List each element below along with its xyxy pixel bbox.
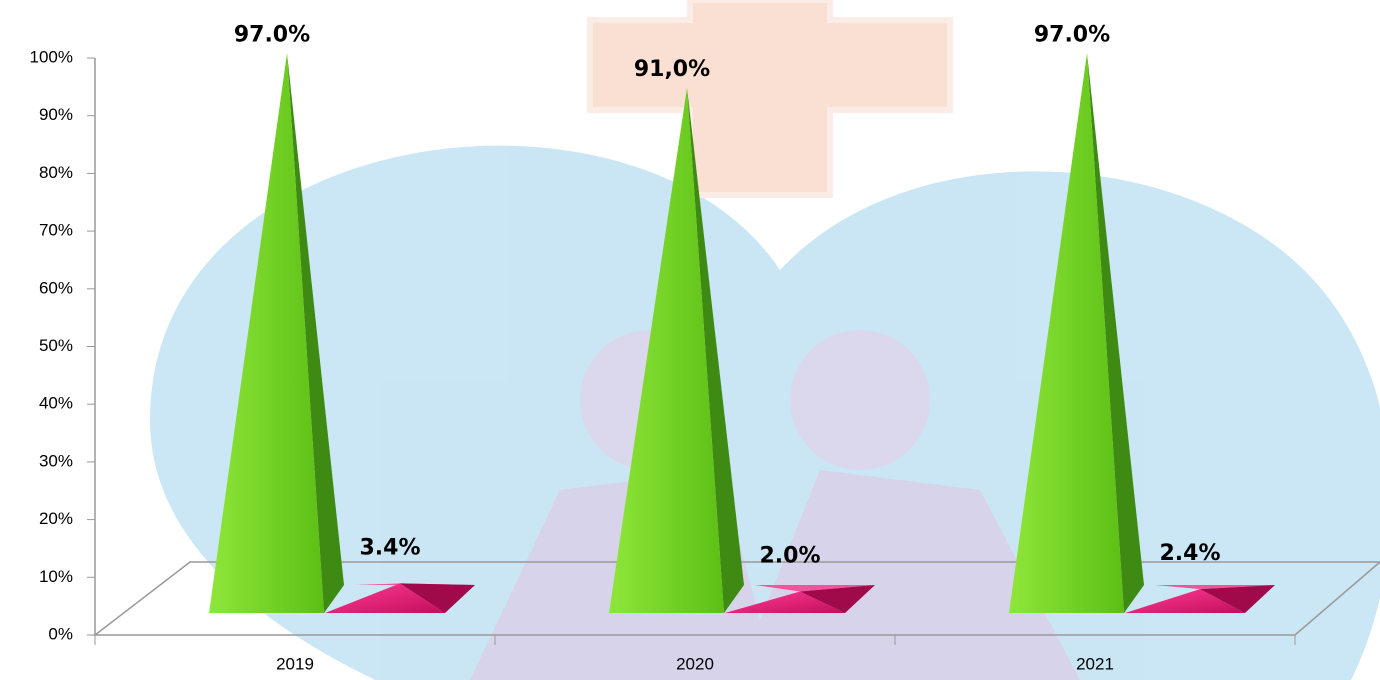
value-label: 97.0%: [234, 22, 310, 47]
y-tick-label: 20%: [39, 509, 73, 528]
y-tick-label: 70%: [39, 221, 73, 240]
y-tick-label: 10%: [39, 567, 73, 586]
y-tick-label: 90%: [39, 105, 73, 124]
y-tick-label: 40%: [39, 394, 73, 413]
value-label: 2.0%: [759, 543, 820, 568]
y-tick-label: 0%: [48, 624, 73, 643]
value-label: 97.0%: [1034, 22, 1110, 47]
y-tick-label: 100%: [30, 47, 73, 66]
y-tick-label: 50%: [39, 336, 73, 355]
x-tick-label: 2021: [1076, 654, 1114, 673]
value-label: 91,0%: [634, 57, 710, 82]
value-label: 3.4%: [359, 535, 420, 560]
x-tick-label: 2019: [276, 654, 314, 673]
y-tick-label: 60%: [39, 278, 73, 297]
y-tick-label: 30%: [39, 451, 73, 470]
x-tick-label: 2020: [676, 654, 714, 673]
y-tick-label: 80%: [39, 163, 73, 182]
chart: 0% 10% 20% 30% 40% 50% 60% 70% 80% 90% 100% 2019 97.…: [0, 0, 1380, 680]
value-label: 2.4%: [1159, 541, 1220, 566]
